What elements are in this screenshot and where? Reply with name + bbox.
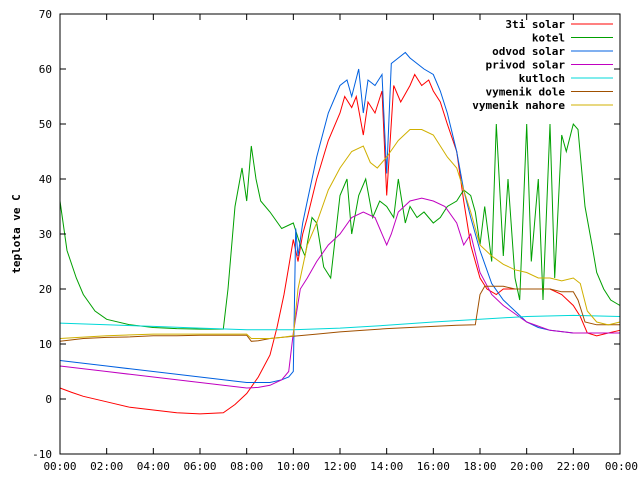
series-line-3 [59, 51, 620, 383]
x-tick-label: 18:00 [463, 460, 496, 473]
legend-label: kutloch [519, 72, 565, 85]
plot-frame [59, 13, 621, 455]
legend-label: vymenik dole [486, 86, 566, 99]
y-tick-label: 30 [39, 228, 52, 241]
y-tick-label: 20 [39, 283, 52, 296]
y-tick-label: 40 [39, 173, 52, 186]
series-line-7 [59, 129, 621, 339]
legend-label: privod solar [486, 59, 566, 72]
x-tick-label: 12:00 [323, 460, 356, 473]
series-line-2 [59, 122, 621, 330]
series-line-6 [59, 285, 620, 342]
x-tick-label: 02:00 [90, 460, 123, 473]
x-tick-label: 06:00 [183, 460, 216, 473]
axes: -10 0 10 20 30 40 50 60 70 00:00 02:00 04:00 06:00 08… [32, 8, 638, 473]
series-lines [59, 51, 621, 415]
y-tick-label: 60 [39, 63, 52, 76]
y-axis-label: teplota ve C [10, 194, 23, 273]
x-tick-label: 00:00 [605, 460, 638, 473]
x-tick-label: 00:00 [43, 460, 76, 473]
x-tick-label: 14:00 [370, 460, 403, 473]
y-tick-label: 10 [39, 338, 52, 351]
legend-label: kotel [532, 32, 565, 45]
x-tick-label: 10:00 [277, 460, 310, 473]
x-tick-label: 22:00 [557, 460, 590, 473]
legend-label: 3ti solar [505, 18, 565, 31]
x-tick-label: 04:00 [137, 460, 170, 473]
y-tick-label: 70 [39, 8, 52, 21]
y-tick-label: 50 [39, 118, 52, 131]
legend-label: odvod solar [492, 45, 565, 58]
y-tick-label: 0 [45, 393, 52, 406]
x-tick-label: 16:00 [417, 460, 450, 473]
x-tick-label: 08:00 [230, 460, 263, 473]
series-line-4 [59, 197, 620, 389]
x-tick-label: 20:00 [510, 460, 543, 473]
series-line-5 [59, 314, 621, 331]
y-tick-label: -10 [32, 448, 52, 461]
legend-label: vymenik nahore [472, 99, 565, 112]
